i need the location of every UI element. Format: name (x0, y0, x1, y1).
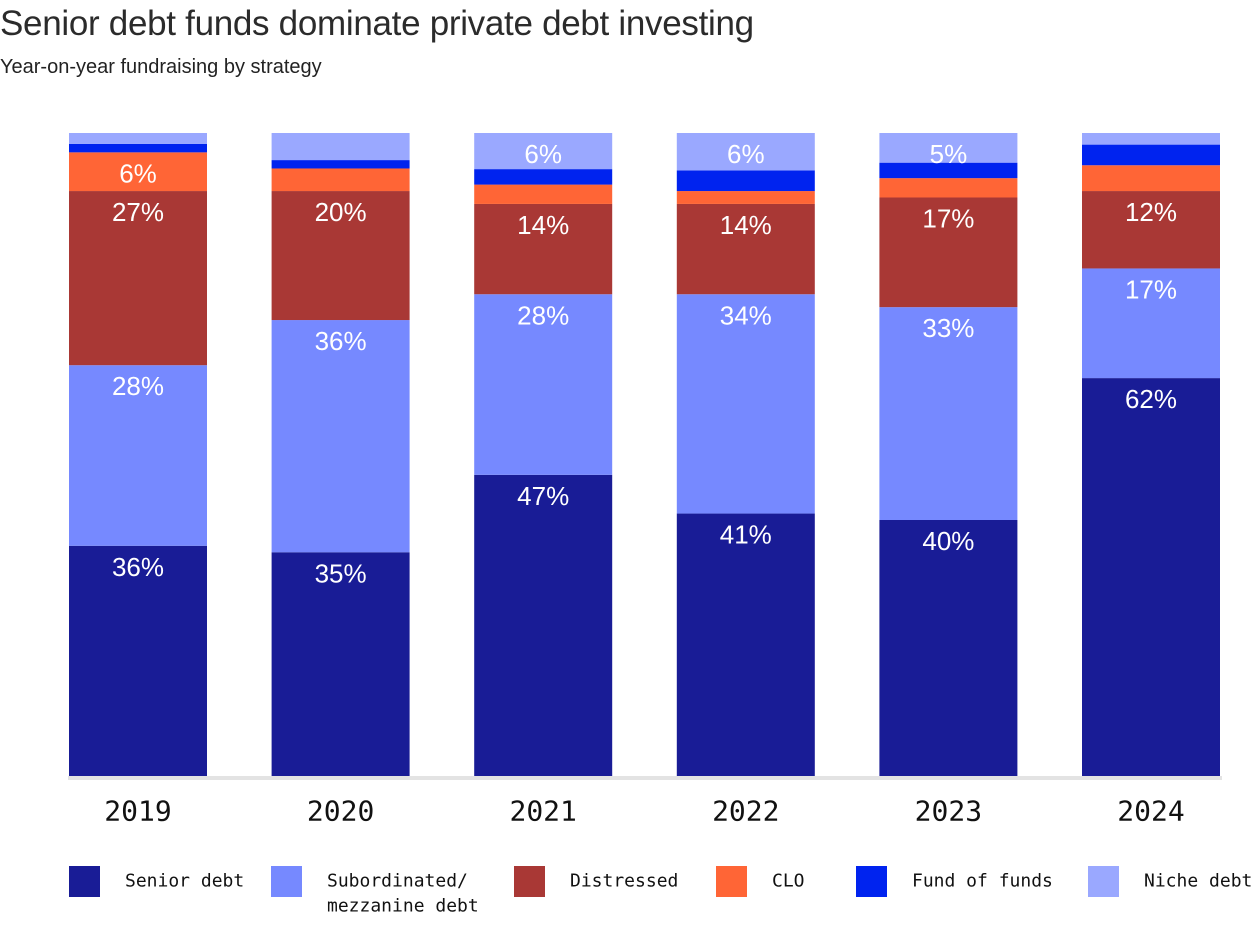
legend-label: mezzanine debt (327, 896, 479, 917)
chart-subtitle: Year-on-year fundraising by strategy (0, 56, 322, 78)
data-label: 27% (112, 197, 164, 227)
legend-swatch (514, 866, 545, 897)
bar-2023-fund-of-funds (879, 162, 1018, 179)
data-label: 17% (1125, 274, 1177, 304)
legend-swatch (716, 866, 747, 897)
x-tick-label: 2023 (915, 795, 982, 828)
bar-2024-fund-of-funds (1082, 144, 1220, 166)
bar-2023-distressed (879, 197, 1018, 308)
bar-2022-clo (676, 191, 815, 204)
bar-2021-senior-debt (474, 474, 613, 778)
x-tick-label: 2019 (104, 795, 171, 828)
bar-2022-niche-debt (676, 133, 815, 171)
bar-2019-subordinated-mezzanine-debt (69, 365, 207, 546)
x-tick-label: 2024 (1117, 795, 1184, 828)
bar-2024-senior-debt (1082, 378, 1220, 778)
data-label: 40% (922, 526, 974, 556)
legend-swatch (1088, 866, 1119, 897)
bars-group (69, 133, 1220, 778)
chart-title: Senior debt funds dominate private debt … (0, 4, 754, 43)
data-label: 33% (922, 313, 974, 343)
data-label: 14% (720, 210, 772, 240)
bar-2019-clo (69, 152, 207, 192)
bar-2022-fund-of-funds (676, 170, 815, 192)
legend-swatch (271, 866, 302, 897)
legend-label: Distressed (570, 871, 678, 892)
legend-label: CLO (772, 871, 805, 892)
data-label: 28% (112, 371, 164, 401)
bar-2024-clo (1082, 165, 1220, 192)
legend: Senior debt Subordinated/mezzanine debt Di… (69, 866, 1252, 917)
data-label: 62% (1125, 384, 1177, 414)
data-label: 34% (720, 300, 772, 330)
legend-label: Niche debt (1144, 871, 1252, 892)
bar-2022-senior-debt (676, 513, 815, 778)
bar-2021-fund-of-funds (474, 169, 613, 185)
data-label: 41% (720, 520, 772, 550)
legend-swatch (69, 866, 100, 897)
bar-2023-niche-debt (879, 133, 1018, 163)
bar-2019-niche-debt (69, 133, 207, 144)
bar-2022-subordinated-mezzanine-debt (676, 294, 815, 514)
bar-2020-clo (271, 168, 410, 192)
bar-2024-niche-debt (1082, 133, 1220, 145)
legend-swatch (856, 866, 887, 897)
bar-2020-senior-debt (271, 552, 410, 778)
data-label: 35% (315, 558, 367, 588)
data-label: 36% (112, 552, 164, 582)
x-axis-labels: 2019 2020 2021 2022 2023 2024 (104, 795, 1184, 828)
data-label: 6% (524, 139, 562, 169)
legend-label: Fund of funds (912, 871, 1053, 892)
bar-2023-senior-debt (879, 520, 1018, 778)
data-label: 28% (517, 300, 569, 330)
data-label: 6% (727, 139, 765, 169)
bar-2024-distressed (1082, 191, 1220, 269)
data-label: 47% (517, 481, 569, 511)
data-label: 20% (315, 197, 367, 227)
bar-2019-fund-of-funds (69, 143, 207, 153)
bar-2024-subordinated-mezzanine-debt (1082, 268, 1220, 379)
bar-2020-distressed (271, 191, 410, 321)
bar-2020-niche-debt (271, 133, 410, 161)
bar-2019-distressed (69, 191, 207, 366)
bar-2019-senior-debt (69, 545, 207, 778)
bar-2021-niche-debt (474, 133, 613, 170)
data-label: 36% (315, 326, 367, 356)
x-tick-label: 2020 (307, 795, 374, 828)
x-tick-label: 2022 (712, 795, 779, 828)
bar-labels-group: 36% 28% 27% 6% 35% 36% 20% 47% 28% 14% 6% 41% 34% 14%… (112, 139, 1177, 588)
bar-2023-clo (879, 178, 1018, 198)
data-label: 14% (517, 210, 569, 240)
bar-2022-distressed (676, 203, 815, 295)
legend-label: Subordinated/ (327, 871, 468, 892)
data-label: 17% (922, 204, 974, 234)
x-tick-label: 2021 (509, 795, 576, 828)
bar-2021-subordinated-mezzanine-debt (474, 294, 613, 475)
bar-2020-subordinated-mezzanine-debt (271, 320, 410, 553)
legend-label: Senior debt (125, 871, 244, 892)
data-label: 5% (930, 139, 968, 169)
data-label: 12% (1125, 197, 1177, 227)
data-label: 6% (119, 158, 157, 188)
bar-2020-fund-of-funds (271, 160, 410, 169)
bar-2023-subordinated-mezzanine-debt (879, 307, 1018, 520)
bar-2021-distressed (474, 203, 613, 295)
bar-2021-clo (474, 184, 613, 204)
